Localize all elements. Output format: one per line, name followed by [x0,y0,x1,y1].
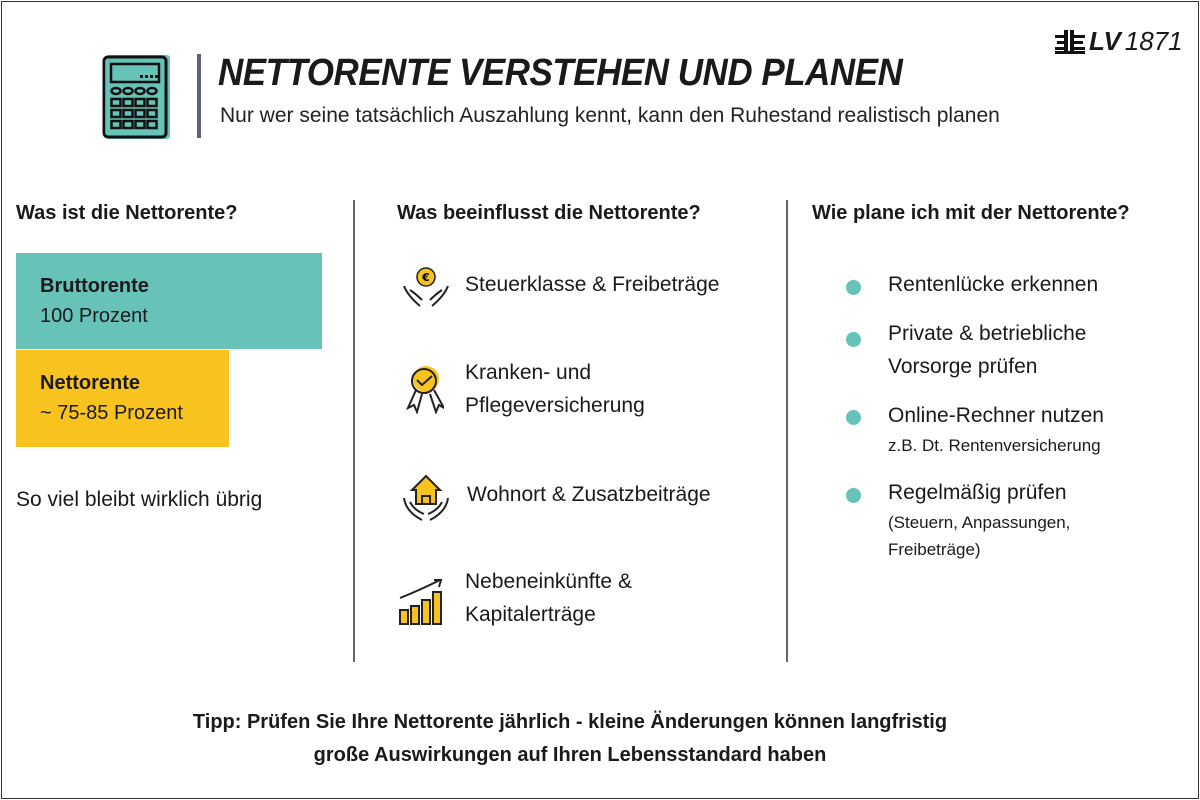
plan-line: Private & betriebliche [888,322,1087,345]
netto-box: Nettorente ~ 75-85 Prozent [16,350,229,447]
calculator-icon [102,55,170,139]
growth-chart-icon [399,579,443,625]
factor-line: Nebeneinkünfte & [465,570,632,593]
col1-heading: Was ist die Nettorente? [16,202,238,224]
page-title: NETTORENTE VERSTEHEN UND PLANEN [218,52,903,94]
brutto-box: Bruttorente 100 Prozent [16,253,322,349]
col2-heading: Was beeinflusst die Nettorente? [397,202,701,224]
hands-house-icon [403,474,449,521]
column-divider [786,200,788,662]
bullet-dot-icon [846,280,861,295]
plan-subtext: (Steuern, Anpassungen, [888,513,1071,532]
netto-label: Nettorente [40,372,141,394]
col3-heading: Wie plane ich mit der Nettorente? [812,202,1130,224]
factor-line: Kranken- und [465,361,592,384]
column-divider [353,200,355,662]
plan-line: Online-Rechner nutzen [888,404,1104,427]
factor-item: Nebeneinkünfte & Kapitalerträge [465,565,632,631]
title-divider [197,54,201,138]
factor-item: Wohnort & Zusatzbeiträge [467,483,711,506]
plan-line: Vorsorge prüfen [888,355,1038,378]
tip-text: Tipp: Prüfen Sie Ihre Nettorente jährlic… [0,706,1140,772]
logo-year: 1871 [1124,26,1183,56]
lv1871-logo: LV 1871 [1055,26,1183,57]
plan-line: Regelmäßig prüfen [888,481,1067,504]
award-check-icon [406,366,444,414]
tip-line: Tipp: Prüfen Sie Ihre Nettorente jährlic… [192,711,948,733]
factor-item: Kranken- und Pflegeversicherung [465,356,645,422]
bullet-dot-icon [846,488,861,503]
factor-line: Kapitalerträge [465,603,596,626]
plan-subtext: Freibeträge) [888,540,981,559]
plan-item: Rentenlücke erkennen [888,273,1099,296]
netto-value: ~ 75-85 Prozent [40,402,183,424]
hands-euro-icon: € [403,267,449,307]
factor-item: Steuerklasse & Freibeträge [465,273,720,296]
netto-note: So viel bleibt wirklich übrig [16,488,263,511]
plan-item: Online-Rechner nutzen z.B. Dt. Rentenvers… [888,399,1104,459]
plan-subtext: z.B. Dt. Rentenversicherung [888,436,1101,455]
page-subtitle: Nur wer seine tatsächlich Auszahlung ken… [220,104,1000,127]
brutto-value: 100 Prozent [40,305,148,327]
tip-line: große Auswirkungen auf Ihren Lebensstand… [313,744,827,766]
bullet-dot-icon [846,332,861,347]
logo-lv: LV [1089,26,1121,56]
brutto-label: Bruttorente [40,275,149,297]
logo-mark-icon [1055,29,1085,54]
factor-line: Pflegeversicherung [465,394,645,417]
svg-text:€: € [421,271,430,284]
plan-item: Regelmäßig prüfen (Steuern, Anpassungen, F… [888,476,1070,563]
bullet-dot-icon [846,410,861,425]
plan-item: Private & betriebliche Vorsorge prüfen [888,317,1086,383]
